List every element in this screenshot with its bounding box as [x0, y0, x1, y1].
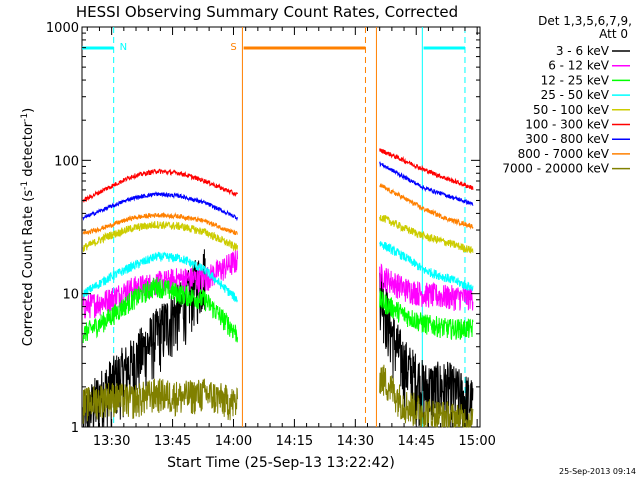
plot-frame	[81, 26, 481, 428]
series-trace	[82, 212, 238, 236]
legend-label: 25 - 50 keV	[541, 88, 610, 102]
legend-label: 6 - 12 keV	[548, 59, 610, 73]
y-axis-label: Corrected Count Rate (s-1 detector-1)	[20, 108, 36, 346]
series-trace	[379, 161, 474, 206]
legend-header-line2: Att 0	[599, 27, 628, 41]
x-tick-label: 14:15	[276, 434, 313, 449]
y-tick-label: 1000	[46, 21, 79, 36]
y-tick-label: 10	[62, 288, 79, 303]
series-trace	[82, 191, 238, 222]
marker-label: N	[120, 42, 127, 53]
marker-label: S	[230, 42, 236, 53]
legend-label: 300 - 800 keV	[525, 132, 609, 146]
series-layer	[82, 148, 474, 428]
series-trace	[379, 263, 474, 312]
x-axis-label: Start Time (25-Sep-13 13:22:42)	[167, 455, 395, 471]
y-tick-label: 100	[54, 154, 79, 169]
legend-label: 100 - 300 keV	[525, 118, 609, 132]
series-trace	[82, 276, 238, 344]
x-tick-label: 14:00	[215, 434, 252, 449]
x-tick-label: 14:30	[337, 434, 374, 449]
y-axis-label-sup1: -1	[20, 181, 30, 190]
series-trace	[379, 290, 474, 340]
legend-header-line1: Det 1,3,5,6,7,9,	[538, 14, 632, 28]
x-tick-label: 13:30	[93, 434, 130, 449]
legend-label: 800 - 7000 keV	[518, 147, 610, 161]
series-trace	[379, 183, 474, 230]
x-tick-label: 14:45	[398, 434, 435, 449]
series-trace	[379, 272, 474, 428]
series-trace	[82, 250, 238, 319]
axes: 13:30 13:45 14:00 14:15 14:30 14:45 15:00 1 10 10…	[46, 21, 496, 449]
x-tick-label: 13:45	[154, 434, 191, 449]
chart-title: HESSI Observing Summary Count Rates, Cor…	[76, 3, 458, 21]
series-trace	[379, 241, 474, 291]
legend-label: 3 - 6 keV	[556, 44, 610, 58]
series-trace	[379, 148, 474, 190]
series-trace	[82, 168, 238, 203]
legend-label: 7000 - 20000 keV	[502, 162, 609, 176]
y-axis-label-end: )	[21, 108, 36, 113]
y-axis-label-mid: detector	[21, 121, 36, 181]
series-trace	[379, 214, 474, 254]
y-axis-label-sup2: -1	[20, 113, 30, 122]
legend-label: 50 - 100 keV	[533, 103, 610, 117]
timestamp: 25-Sep-2013 09:14	[559, 467, 636, 476]
series-trace	[82, 221, 238, 252]
series-trace	[82, 251, 238, 303]
y-axis-label-main: Corrected Count Rate (s	[21, 190, 36, 347]
x-tick-label: 15:00	[458, 434, 495, 449]
series-trace	[379, 364, 474, 428]
legend-label: 12 - 25 keV	[541, 73, 610, 87]
series-trace	[82, 378, 238, 424]
y-tick-label: 1	[71, 421, 79, 436]
